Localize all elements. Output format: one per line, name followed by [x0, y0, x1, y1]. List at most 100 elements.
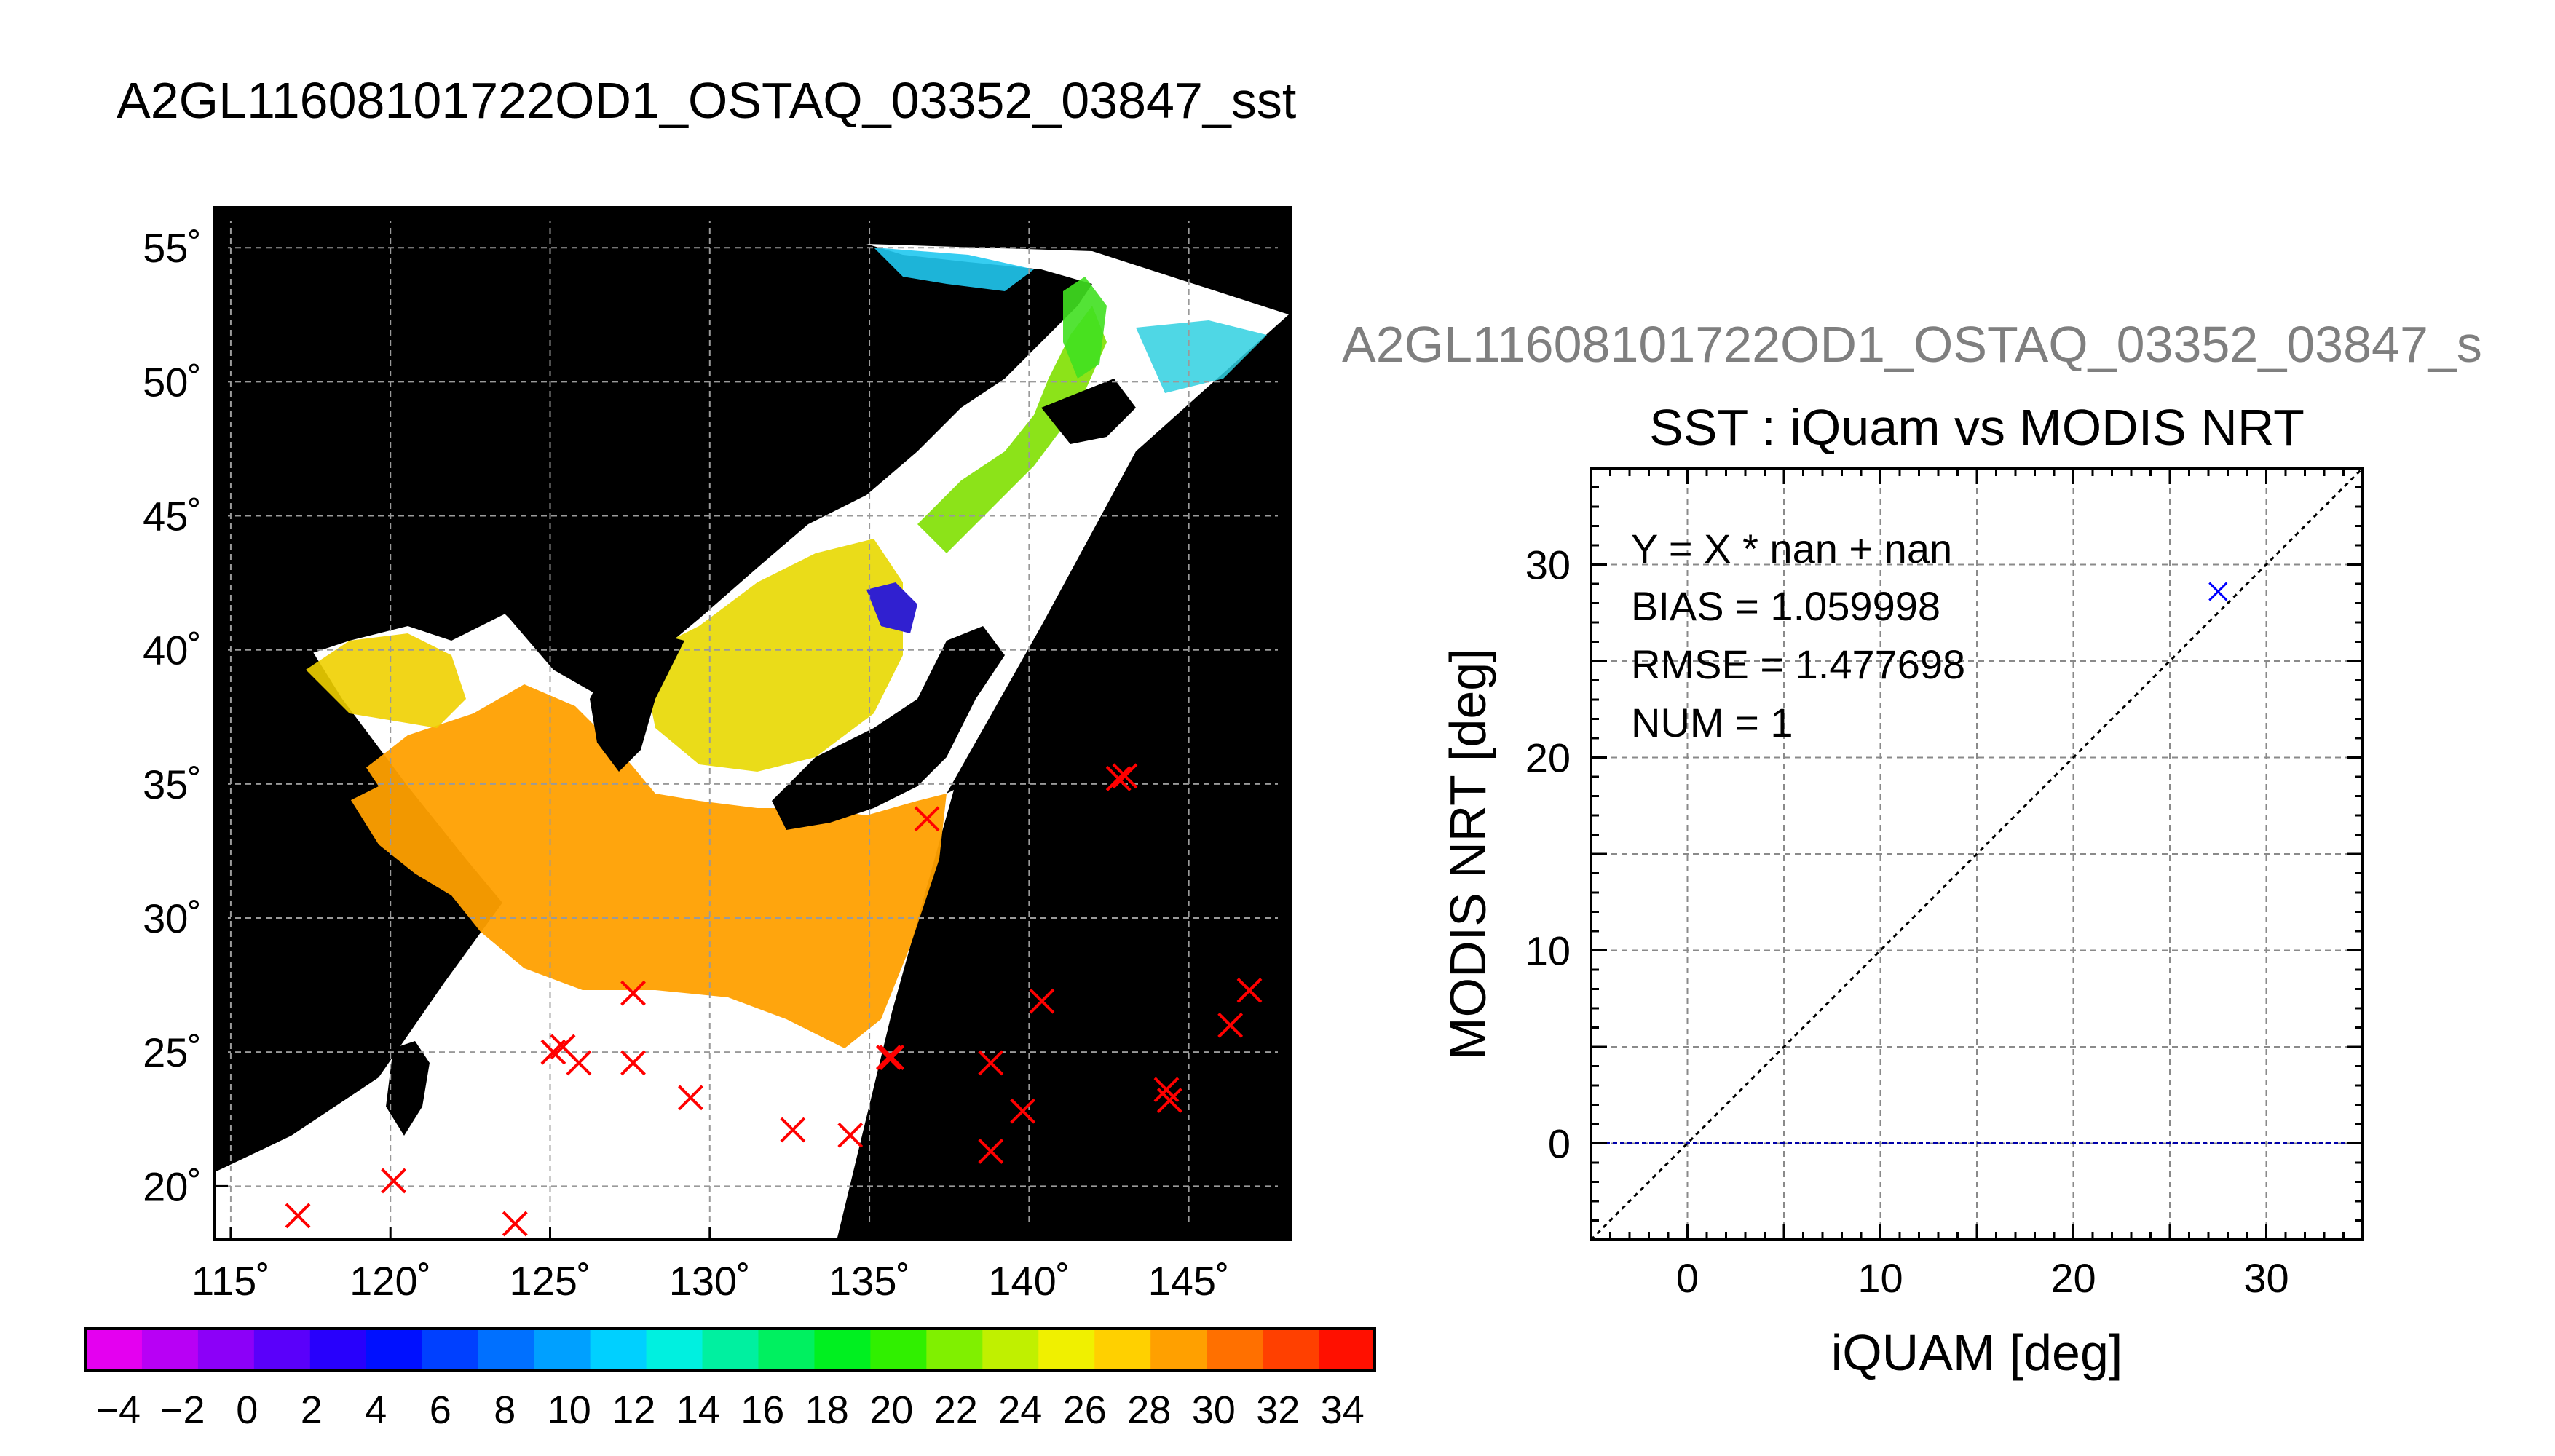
lat-tick-label: 35˚ — [143, 761, 202, 807]
station-marker — [780, 1117, 806, 1143]
station-markers — [285, 763, 1263, 1237]
colorbar-swatch — [366, 1329, 423, 1371]
x-tick-label: 30 — [2243, 1255, 2289, 1301]
colorbar-tick-label: 32 — [1256, 1388, 1300, 1432]
colorbar-swatch — [758, 1329, 816, 1371]
rmse-value: RMSE = 1.477698 — [1631, 641, 1965, 687]
colorbar-swatch — [1038, 1329, 1096, 1371]
colorbar-tick-label: 26 — [1063, 1388, 1107, 1432]
x-tick-label: 20 — [2050, 1255, 2096, 1301]
lon-tick-label: 120˚ — [350, 1258, 431, 1304]
station-marker — [502, 1211, 528, 1237]
station-marker — [678, 1085, 703, 1111]
lon-tick-label: 145˚ — [1148, 1258, 1230, 1304]
station-marker — [285, 1203, 311, 1229]
station-marker — [1236, 978, 1263, 1003]
sst-yellow-north — [641, 539, 903, 772]
colorbar-tick-label: 22 — [934, 1388, 978, 1432]
sst-cyan-region — [874, 248, 1034, 291]
station-marker — [978, 1139, 1004, 1164]
page-title: A2GL11608101722OD1_OSTAQ_03352_03847_sst — [117, 72, 1296, 129]
colorbar-swatch — [253, 1329, 311, 1371]
x-tick-label: 10 — [1857, 1255, 1903, 1301]
colorbar-tick-label: 20 — [869, 1388, 913, 1432]
land-china — [215, 207, 866, 1121]
colorbar-tick-label: 24 — [998, 1388, 1042, 1432]
station-marker — [879, 1045, 905, 1070]
scatter-point — [2208, 582, 2228, 601]
colorbar-swatch — [814, 1329, 872, 1371]
colorbar-tick-label: 34 — [1321, 1388, 1365, 1432]
lat-tick-label: 25˚ — [143, 1029, 202, 1075]
colorbar-tick-labels: −4 −2 0 2 4 6 8 10 12 14 16 18 20 22 24 26 28 30 32 34 — [95, 1388, 1364, 1432]
lat-tick-label: 45˚ — [143, 494, 202, 539]
colorbar-swatch — [1263, 1329, 1320, 1371]
station-marker — [381, 1168, 407, 1194]
colorbar-frame — [84, 1327, 1376, 1372]
land-hokkaido — [1041, 379, 1136, 444]
scatter-points — [2208, 582, 2228, 601]
colorbar-swatch — [309, 1329, 367, 1371]
colorbar-swatch — [197, 1329, 255, 1371]
x-axis-label: iQUAM [deg] — [1831, 1324, 2123, 1381]
colorbar-tick-label: 6 — [430, 1388, 451, 1432]
map-axis-ticks — [215, 207, 1291, 1240]
colorbar-tick-label: 14 — [676, 1388, 720, 1432]
colorbar-tick-label: −4 — [95, 1388, 141, 1432]
station-marker — [1029, 988, 1055, 1014]
station-marker — [566, 1050, 592, 1076]
colorbar-swatch — [1150, 1329, 1208, 1371]
station-marker — [1217, 1012, 1244, 1038]
scatter-title: SST : iQuam vs MODIS NRT — [1649, 399, 2305, 456]
bias-value: BIAS = 1.059998 — [1631, 583, 1940, 629]
land-taiwan — [386, 1041, 430, 1136]
fit-equation: Y = X * nan + nan — [1631, 526, 1952, 571]
y-tick-label: 30 — [1525, 542, 1571, 588]
lon-tick-label: 140˚ — [988, 1258, 1070, 1304]
lat-tick-label: 20˚ — [143, 1163, 202, 1209]
colorbar-swatch — [478, 1329, 535, 1371]
colorbar-swatch — [1207, 1329, 1264, 1371]
lon-tick-label: 130˚ — [669, 1258, 751, 1304]
land-japan — [772, 626, 1005, 830]
colorbar-tick-label: 10 — [548, 1388, 591, 1432]
num-value: NUM = 1 — [1631, 700, 1793, 745]
colorbar-swatch — [982, 1329, 1040, 1371]
sst-cyan-east — [1136, 320, 1267, 393]
station-marker — [837, 1122, 864, 1148]
lon-tick-labels: 115˚ 120˚ 125˚ 130˚ 135˚ 140˚ 145˚ — [191, 1258, 1230, 1304]
identity-line — [1591, 468, 2363, 1240]
colorbar-tick-label: −2 — [160, 1388, 205, 1432]
colorbar-swatch — [534, 1329, 591, 1371]
scatter-axis-ticks — [1590, 467, 2364, 1241]
lat-tick-label: 40˚ — [143, 628, 202, 673]
colorbar-swatch — [870, 1329, 928, 1371]
colorbar-tick-label: 2 — [301, 1388, 323, 1432]
colorbar-swatch — [141, 1329, 199, 1371]
station-marker — [620, 980, 646, 1006]
colorbar-swatch — [422, 1329, 479, 1371]
lon-tick-label: 115˚ — [191, 1258, 270, 1304]
y-axis-label: MODIS NRT [deg] — [1440, 648, 1496, 1059]
colorbar-tick-label: 4 — [365, 1388, 387, 1432]
colorbar-swatch — [1319, 1329, 1375, 1371]
colorbar-swatch — [926, 1329, 984, 1371]
x-tick-labels: 0 10 20 30 — [1676, 1255, 2289, 1301]
station-marker — [1156, 1088, 1182, 1113]
station-marker — [1105, 766, 1132, 791]
sst-warm-region — [342, 684, 947, 1048]
station-marker — [875, 1045, 901, 1070]
colorbar-tick-label: 8 — [494, 1388, 516, 1432]
y-tick-label: 20 — [1525, 735, 1571, 781]
colorbar: −4 −2 0 2 4 6 8 10 12 14 16 18 20 22 24 26 28 30 32 34 — [84, 1327, 1376, 1432]
lat-tick-labels: 20˚ 25˚ 30˚ 35˚ 40˚ 45˚ 50˚ 55˚ — [143, 225, 202, 1209]
y-tick-label: 10 — [1525, 928, 1571, 974]
sst-yellow-band — [306, 633, 466, 728]
lat-tick-label: 30˚ — [143, 895, 202, 941]
colorbar-swatch — [702, 1329, 759, 1371]
x-tick-label: 0 — [1676, 1255, 1699, 1301]
colorbar-tick-label: 12 — [612, 1388, 655, 1432]
colorbar-swatches — [86, 1329, 1375, 1371]
map-grid — [215, 207, 1291, 1240]
station-marker — [1112, 763, 1138, 789]
